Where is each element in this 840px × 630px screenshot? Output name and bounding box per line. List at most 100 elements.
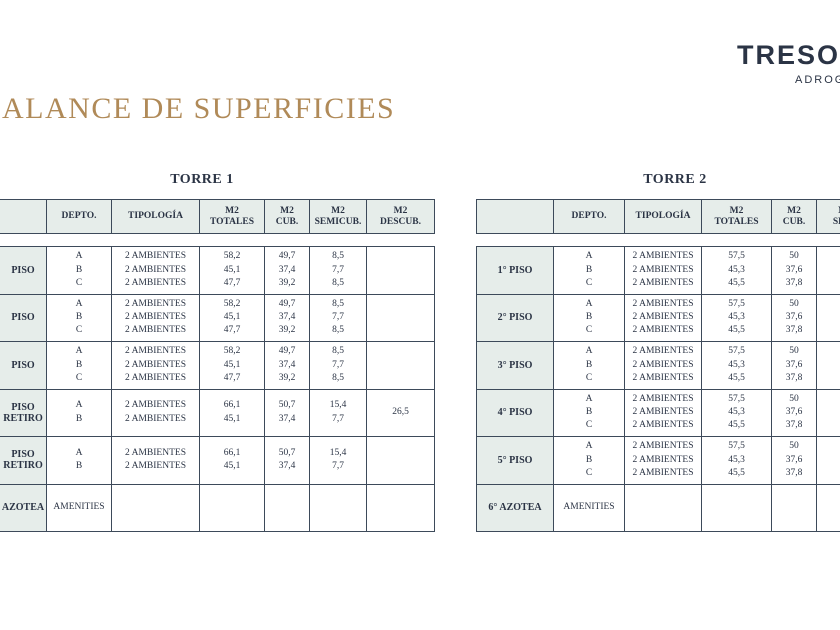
row-label: 3° PISO <box>476 341 554 390</box>
table-cell: AMENITIES <box>46 483 112 532</box>
table-cell <box>366 293 435 342</box>
table-cell: 2 AMBIENTES 2 AMBIENTES 2 AMBIENTES <box>624 388 702 437</box>
cell-line: 45,5 <box>728 277 745 288</box>
row-label: PISO <box>0 293 47 342</box>
table-cell: 8,5 7,7 8,5 <box>309 246 367 295</box>
cell-line: 47,7 <box>223 325 241 336</box>
table-cell: 49,7 37,4 39,2 <box>264 246 310 295</box>
table-wrap: DEPTO. TIPOLOGÍA M2 TOTALES M2 CUB. M2 SEMIC… <box>0 199 436 539</box>
cell-line: AMENITIES <box>563 502 615 513</box>
cell-line: 2 AMBIENTES <box>632 264 694 275</box>
cell-line: 8,5 <box>332 251 344 262</box>
cell-line: 45,5 <box>728 372 745 383</box>
table-cell: 50 37,6 37,8 <box>771 436 817 485</box>
cell-line: 2 AMBIENTES <box>632 346 694 357</box>
table-cell: 2 AMBIENTES 2 AMBIENTES 2 AMBIENTES <box>624 246 702 295</box>
cell-line: 50 <box>789 441 799 452</box>
cell-line: A <box>585 441 593 452</box>
cell-line: B <box>585 264 593 275</box>
cell-line: 49,7 <box>278 298 296 309</box>
table-cell: 8,5 7,7 8,5 <box>309 341 367 390</box>
cell-line: 37,8 <box>785 420 803 431</box>
table-cell <box>816 483 840 532</box>
table-cell: 2 AMBIENTES 2 AMBIENTES 2 AMBIENTES <box>111 341 200 390</box>
cell-line: 45,5 <box>728 325 745 336</box>
table-header: DEPTO. TIPOLOGÍA M2 TOTALES M2 CUB. M2 SEMIC… <box>0 199 435 234</box>
cell-line: 47,7 <box>223 277 241 288</box>
table-cell: 50 37,6 37,8 <box>771 341 817 390</box>
cell-line: A <box>585 251 593 262</box>
cell-line: 2 AMBIENTES <box>632 467 694 478</box>
cell-line: 7,7 <box>332 461 344 472</box>
tower-title: TORRE 2 <box>643 172 707 187</box>
cell-line: A <box>585 298 593 309</box>
table-row: PISO A B C 2 AMBIENTES 2 AMBIENTES 2 AMBIENTES… <box>0 246 435 295</box>
cell-line: 50 <box>789 393 799 404</box>
table-cell: 26,5 <box>366 388 435 437</box>
table-row: 4° PISO A B C 2 AMBIENTES 2 AMBIENTES 2 AMBIEN… <box>476 388 840 437</box>
cell-line: A <box>75 346 83 357</box>
cell-line: 2 AMBIENTES <box>632 454 694 465</box>
cell-line: 37,6 <box>785 407 803 418</box>
table-cell <box>264 483 310 532</box>
cell-line: AMENITIES <box>53 502 105 513</box>
header-cell: M2 DESCUB. <box>366 199 435 234</box>
table-cell: 2 AMBIENTES 2 AMBIENTES <box>111 436 200 485</box>
table-cell <box>816 436 840 485</box>
cell-line: 37,6 <box>785 454 803 465</box>
table-body: PISO A B C 2 AMBIENTES 2 AMBIENTES 2 AMBIENTES… <box>0 246 435 532</box>
table-cell: 66,1 45,1 <box>199 436 265 485</box>
cell-line: B <box>585 359 593 370</box>
table-cell: 49,7 37,4 39,2 <box>264 341 310 390</box>
cell-line: B <box>75 413 83 424</box>
cell-line: 2 AMBIENTES <box>632 312 694 323</box>
header-cell: DEPTO. <box>553 199 625 234</box>
cell-line: 57,5 <box>728 251 745 262</box>
cell-line: 7,7 <box>332 413 344 424</box>
cell-line: 8,5 <box>332 346 344 357</box>
cell-line: 45,5 <box>728 467 745 478</box>
cell-line: 50 <box>789 346 799 357</box>
cell-line: 39,2 <box>278 277 296 288</box>
cell-line: 37,8 <box>785 467 803 478</box>
brand: TRESO <box>737 40 840 70</box>
cell-line: 2 AMBIENTES <box>632 407 694 418</box>
table-cell <box>366 483 435 532</box>
header-cell: TIPOLOGÍA <box>624 199 702 234</box>
table-cell: 50 37,6 37,8 <box>771 293 817 342</box>
cell-line: 37,6 <box>785 359 803 370</box>
cell-line: B <box>75 264 83 275</box>
cell-line: 2 AMBIENTES <box>632 277 694 288</box>
header-cell: TIPOLOGÍA <box>111 199 200 234</box>
cell-line: 45,1 <box>223 312 241 323</box>
table-cell <box>309 483 367 532</box>
cell-line: 37,8 <box>785 277 803 288</box>
cell-line: C <box>585 467 593 478</box>
cell-line: 39,2 <box>278 325 296 336</box>
cell-line: 2 AMBIENTES <box>125 325 186 336</box>
cell-line: 2 AMBIENTES <box>632 372 694 383</box>
table-cell: 2 AMBIENTES 2 AMBIENTES 2 AMBIENTES <box>624 436 702 485</box>
cell-line: 2 AMBIENTES <box>125 447 186 458</box>
cell-line: C <box>75 325 83 336</box>
cell-line: 57,5 <box>728 393 745 404</box>
brand-sub: ADROG <box>795 74 840 86</box>
cell-line: 57,5 <box>728 441 745 452</box>
cell-line: 15,4 <box>329 400 347 411</box>
table-cell: 8,5 7,7 8,5 <box>309 293 367 342</box>
table-cell <box>366 341 435 390</box>
table-row: PISO RETIRO A B 2 AMBIENTES 2 AMBIENTES 66,1 4… <box>0 388 435 437</box>
cell-line: 2 AMBIENTES <box>125 298 186 309</box>
cell-line: A <box>75 447 83 458</box>
table-row: 6° AZOTEA AMENITIES <box>476 483 840 532</box>
table-cell: 57,5 45,3 45,5 <box>701 341 772 390</box>
cell-line: 2 AMBIENTES <box>632 298 694 309</box>
header-cell: M2 CUB. <box>771 199 817 234</box>
cell-line: 37,4 <box>278 413 296 424</box>
cell-line: C <box>585 372 593 383</box>
